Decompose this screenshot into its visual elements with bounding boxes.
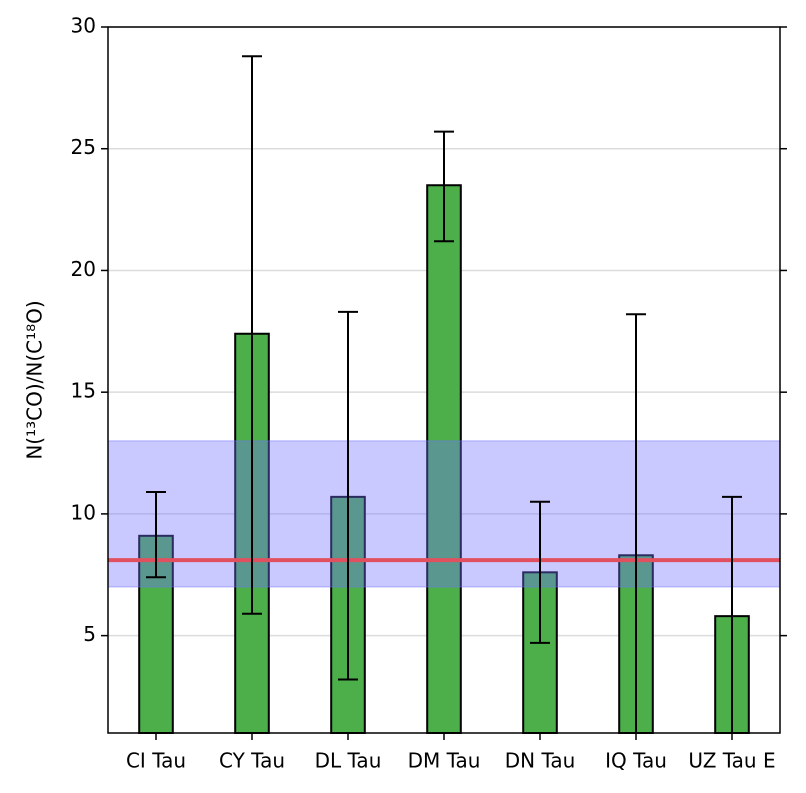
error-bar <box>626 313 646 733</box>
x-tick-label: DM Tau <box>408 749 481 773</box>
y-tick-label: 25 <box>71 135 96 159</box>
error-bar <box>434 130 454 243</box>
x-tick-label: IQ Tau <box>605 749 667 773</box>
error-bar <box>722 495 742 733</box>
y-tick-label: 5 <box>83 622 96 646</box>
error-bar <box>338 310 358 681</box>
y-tick-label: 20 <box>71 257 96 281</box>
y-tick-label: 15 <box>71 379 96 403</box>
error-bar <box>146 490 166 579</box>
y-axis-label: N(¹³CO)/N(C¹⁸O) <box>23 300 47 459</box>
x-tick-label: UZ Tau E <box>688 749 775 773</box>
x-tick-label: CY Tau <box>219 749 285 773</box>
y-tick-label: 10 <box>71 500 96 524</box>
x-tick-label: CI Tau <box>126 749 186 773</box>
band <box>107 440 781 588</box>
x-tick-label: DL Tau <box>315 749 382 773</box>
error-bar <box>242 55 262 615</box>
y-tick-label: 30 <box>71 14 96 38</box>
x-tick-label: DN Tau <box>505 749 576 773</box>
error-bar <box>530 500 550 644</box>
plot-frame <box>107 26 781 734</box>
